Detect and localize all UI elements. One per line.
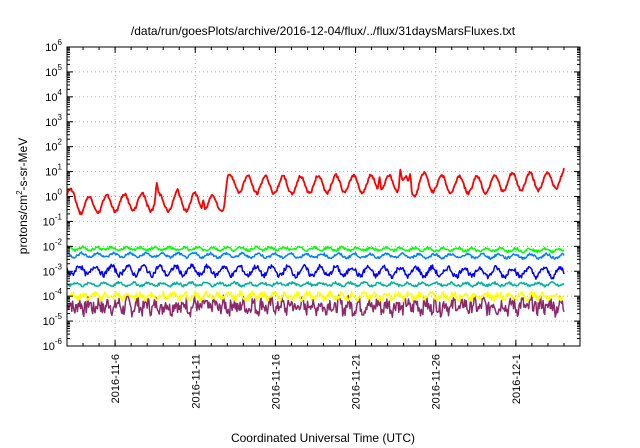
y-tick-base: 10 <box>45 167 57 179</box>
y-tick-exponent: 2 <box>58 138 63 147</box>
y-tick-base: 10 <box>43 266 55 278</box>
y-tick-label: 10-2 <box>43 237 63 253</box>
y-tick-label: 102 <box>45 138 62 154</box>
y-tick-label: 106 <box>45 38 62 54</box>
y-tick-base: 10 <box>45 67 57 79</box>
y-tick-exponent: -6 <box>55 337 63 346</box>
y-tick-label: 10-6 <box>43 337 63 353</box>
x-axis-label: Coordinated Universal Time (UTC) <box>231 431 415 445</box>
x-tick-label: 2016-11-11 <box>190 354 202 409</box>
y-tick-exponent: -2 <box>55 237 63 246</box>
y-tick-base: 10 <box>45 192 57 204</box>
series-lines <box>66 167 565 318</box>
series-line <box>66 280 565 288</box>
y-tick-exponent: 0 <box>58 188 63 197</box>
series-line <box>66 294 565 318</box>
y-tick-label: 100 <box>45 188 62 204</box>
x-tick-label: 2016-11-16 <box>270 354 282 409</box>
y-tick-base: 10 <box>43 241 55 253</box>
y-tick-exponent: 5 <box>58 63 63 72</box>
y-tick-base: 10 <box>43 291 55 303</box>
y-tick-exponent: 4 <box>58 88 63 97</box>
y-axis-label-exponent: 2 <box>15 190 24 195</box>
x-tick-label: 2016-11-21 <box>351 354 363 409</box>
chart-title: /data/run/goesPlots/archive/2016-12-04/f… <box>131 24 516 38</box>
y-tick-label: 10-4 <box>43 287 63 303</box>
y-tick-exponent: 3 <box>58 113 63 122</box>
series-line <box>66 251 565 261</box>
y-tick-base: 10 <box>45 42 57 54</box>
y-tick-exponent: -1 <box>55 212 63 221</box>
y-tick-label: 101 <box>45 163 62 179</box>
series-line <box>66 290 565 303</box>
series-line <box>66 167 565 216</box>
y-tick-base: 10 <box>43 316 55 328</box>
y-axis-label: protons/cm2-s-sr-MeV <box>15 138 30 254</box>
y-tick-exponent: -5 <box>55 312 63 321</box>
x-tick-label: 2016-12-1 <box>511 354 523 404</box>
y-tick-base: 10 <box>45 92 57 104</box>
y-tick-exponent: -4 <box>55 287 63 296</box>
y-tick-exponent: 6 <box>58 38 63 47</box>
y-tick-label: 104 <box>45 88 62 104</box>
y-tick-base: 10 <box>43 341 55 353</box>
x-tick-label: 2016-11-6 <box>110 354 122 403</box>
series-line <box>66 263 565 280</box>
y-axis-ticks: 10-610-510-410-310-210-11001011021031041… <box>43 38 580 353</box>
y-axis-label-base: protons/cm <box>16 195 30 254</box>
y-tick-label: 10-5 <box>43 312 63 328</box>
x-tick-label: 2016-11-26 <box>431 354 443 409</box>
y-tick-exponent: -3 <box>55 262 63 271</box>
x-axis-ticks: 2016-11-6 2016-11-11 2016-11-16 2016-11-21 2… <box>66 47 581 409</box>
y-axis-label-rest: -s-sr-MeV <box>16 138 30 191</box>
y-tick-label: 10-3 <box>43 262 63 278</box>
y-tick-label: 103 <box>45 113 62 129</box>
y-tick-base: 10 <box>45 142 57 154</box>
y-tick-label: 10-1 <box>43 212 63 228</box>
series-line <box>66 245 565 254</box>
y-tick-label: 105 <box>45 63 62 79</box>
y-tick-base: 10 <box>45 117 57 129</box>
y-tick-exponent: 1 <box>58 163 63 172</box>
y-tick-base: 10 <box>43 216 55 228</box>
